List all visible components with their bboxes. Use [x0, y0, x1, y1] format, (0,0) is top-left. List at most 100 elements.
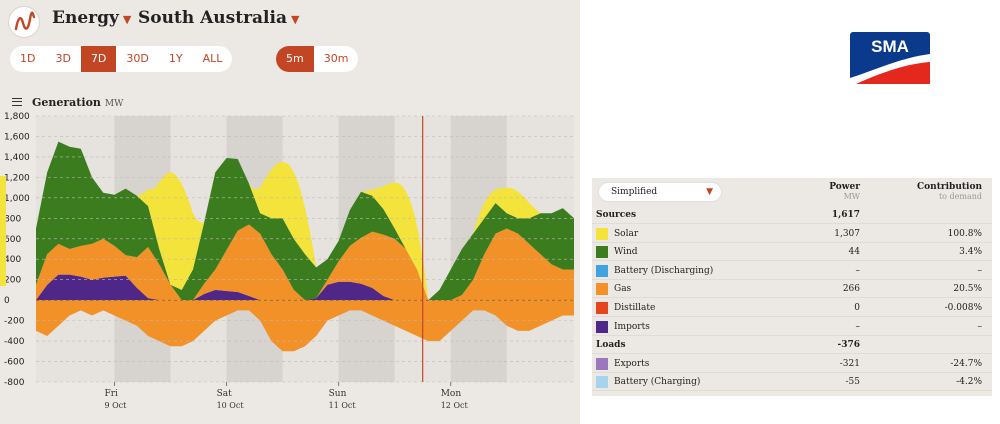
- generation-chart[interactable]: -800 -600 -400 -200 0 200 400 600 800 1,000 1,200 1…: [0, 112, 580, 424]
- interval-button-30m[interactable]: 30m: [323, 52, 349, 65]
- x-tick-label-day: Fri: [104, 389, 118, 399]
- interval-selector: 5m 30m: [276, 46, 359, 72]
- color-swatch: [596, 227, 608, 240]
- table-row[interactable]: Exports -321 -24.7%: [592, 355, 992, 373]
- row-power: -376: [837, 340, 860, 351]
- y-tick-label: 1,800: [4, 112, 30, 122]
- menu-icon[interactable]: [12, 98, 22, 106]
- range-button-1y[interactable]: 1Y: [168, 52, 183, 65]
- brand-logo[interactable]: [8, 6, 40, 38]
- series-area-imports: [36, 274, 574, 301]
- table-row[interactable]: Imports – –: [592, 318, 992, 336]
- y-tick-label: 1,400: [4, 153, 30, 163]
- row-power: –: [855, 265, 861, 276]
- region-group-dropdown[interactable]: Energy ▼: [52, 8, 131, 28]
- row-label: Loads: [596, 340, 626, 351]
- x-tick-label-date: 10 Oct: [217, 401, 245, 410]
- range-button-all[interactable]: ALL: [202, 52, 223, 65]
- power-header-label: Power: [829, 182, 860, 192]
- row-power: -321: [839, 358, 860, 369]
- x-tick-label-day: Sat: [217, 389, 233, 399]
- color-swatch: [596, 246, 608, 259]
- table-section-row: Loads -376: [592, 336, 992, 355]
- table-row[interactable]: Wind 44 3.4%: [592, 243, 992, 262]
- row-label: Gas: [614, 284, 632, 295]
- x-tick-label-day: Mon: [441, 389, 462, 399]
- power-header-unit: MW: [843, 192, 860, 201]
- row-power: –: [855, 321, 861, 332]
- row-contribution: –: [977, 321, 983, 332]
- x-tick-label-date: 11 Oct: [329, 401, 357, 410]
- row-label: Distillate: [614, 303, 656, 313]
- row-label: Sources: [596, 210, 637, 220]
- table-row[interactable]: Solar 1,307 100.8%: [592, 225, 992, 243]
- range-button-30d[interactable]: 30D: [126, 52, 149, 65]
- summary-table: Simplified ▼ Power MW Contribution to dem…: [592, 178, 992, 396]
- power-header: Power MW: [829, 182, 860, 201]
- row-power: 0: [854, 303, 860, 313]
- row-contribution: -4.2%: [956, 377, 982, 388]
- row-power: 1,617: [831, 210, 860, 220]
- row-label: Battery (Discharging): [614, 265, 714, 276]
- contribution-header: Contribution to demand: [917, 182, 982, 201]
- y-tick-label: -400: [4, 337, 25, 347]
- series-area-solar: [361, 182, 429, 301]
- color-swatch: [596, 283, 608, 296]
- series-area-gas: [36, 224, 574, 301]
- y-tick-label: 1,200: [4, 173, 30, 183]
- row-label: Solar: [614, 228, 639, 239]
- y-tick-label: 1,600: [4, 132, 30, 142]
- range-button-3d[interactable]: 3D: [55, 52, 71, 65]
- series-area-exports: [36, 300, 574, 352]
- region-dropdown[interactable]: South Australia ▼: [138, 8, 299, 28]
- interval-button-5m[interactable]: 5m: [276, 46, 314, 72]
- row-contribution: –: [977, 265, 983, 276]
- table-row[interactable]: Distillate 0 -0.008%: [592, 299, 992, 317]
- view-dropdown-label: Simplified: [611, 187, 658, 197]
- color-swatch: [596, 376, 608, 389]
- row-contribution: 3.4%: [959, 247, 982, 258]
- table-row[interactable]: Battery (Discharging) – –: [592, 262, 992, 280]
- y-tick-label: 600: [4, 235, 21, 245]
- y-tick-label: -200: [4, 317, 25, 327]
- highlight-marker: [0, 176, 6, 286]
- chevron-down-icon: ▼: [290, 13, 300, 26]
- series-area-solar: [248, 162, 317, 268]
- y-tick-label: 1,000: [4, 194, 30, 204]
- row-power: 44: [848, 247, 860, 258]
- table-section-row: Sources 1,617: [592, 206, 992, 224]
- range-selector: 1D 3D 7D 30D 1Y ALL: [10, 46, 233, 72]
- region-group-label: Energy: [52, 8, 119, 28]
- table-row[interactable]: Gas 266 20.5%: [592, 280, 992, 299]
- row-contribution: 100.8%: [947, 228, 982, 239]
- y-tick-label: 800: [4, 214, 21, 224]
- chart-unit: MW: [104, 99, 124, 109]
- x-tick-label-date: 12 Oct: [441, 401, 469, 410]
- y-tick-label: 400: [4, 255, 21, 265]
- color-swatch: [596, 302, 608, 314]
- range-button-1d[interactable]: 1D: [20, 52, 36, 65]
- app-panel: Energy ▼ South Australia ▼ 1D 3D 7D 30D 1Y ALL …: [0, 0, 580, 424]
- row-power: 266: [842, 284, 860, 295]
- row-contribution: -0.008%: [944, 303, 982, 313]
- region-label: South Australia: [138, 8, 287, 28]
- table-row[interactable]: Battery (Charging) -55 -4.2%: [592, 373, 992, 392]
- contribution-header-sub: to demand: [938, 192, 982, 201]
- row-label: Exports: [614, 358, 650, 369]
- series-area-wind: [36, 141, 574, 301]
- y-tick-label: 0: [4, 296, 10, 306]
- row-power: 1,307: [834, 228, 860, 239]
- y-tick-label: -800: [4, 378, 25, 388]
- view-dropdown[interactable]: Simplified ▼: [598, 182, 722, 202]
- chevron-down-icon: ▼: [122, 13, 132, 26]
- x-tick-label-date: 9 Oct: [104, 401, 127, 410]
- color-swatch: [596, 264, 608, 277]
- x-tick-label-day: Sun: [329, 389, 347, 399]
- row-power: -55: [845, 377, 861, 388]
- chevron-down-icon: ▼: [706, 187, 713, 197]
- range-button-7d[interactable]: 7D: [80, 46, 117, 72]
- contribution-header-label: Contribution: [917, 182, 982, 192]
- y-tick-label: 200: [4, 276, 21, 286]
- color-swatch: [596, 357, 608, 370]
- row-label: Wind: [614, 247, 638, 258]
